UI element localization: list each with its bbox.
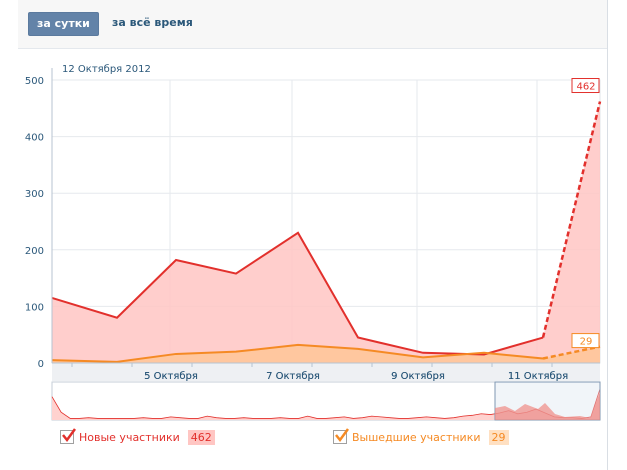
tab-day[interactable]: за сутки [28, 12, 99, 36]
value-label-box-0 [571, 78, 600, 94]
y-tick-label: 0 [38, 359, 44, 370]
legend-new-members-label: Новые участники [79, 430, 180, 444]
area-series-1 [52, 344, 600, 363]
checkbox-left-members[interactable] [333, 428, 350, 444]
tab-all-time[interactable]: за всё время [112, 16, 193, 29]
y-tick-label: 100 [25, 302, 44, 313]
x-tick-label-band: 7 Октября [266, 371, 320, 382]
line-series-1 [51, 343, 544, 363]
checkbox-new-members[interactable] [60, 428, 77, 444]
legend-new-members-value: 462 [187, 429, 215, 445]
x-tick-label-band: 5 Октября [144, 371, 198, 382]
value-label-box-1 [571, 333, 600, 349]
chart-lines [51, 101, 602, 363]
navigator [51, 381, 601, 421]
chart-value-labels: 462 29 [571, 78, 600, 349]
value-label-0: 462 [576, 82, 595, 93]
legend-new-members[interactable]: Новые участники 462 [60, 428, 215, 446]
y-tick-label: 300 [25, 189, 44, 200]
chart-title: 12 Октября 2012 [62, 64, 151, 75]
value-label-1: 29 [580, 337, 593, 348]
x-tick-label: 9 Октября [391, 371, 445, 382]
area-series-0 [52, 101, 600, 364]
legend-left-members-label: Вышедшие участники [352, 430, 481, 444]
chart-areas [52, 101, 600, 364]
x-axis-band [52, 363, 600, 381]
navigator-window-area [495, 392, 600, 420]
line-series-0-projected [541, 101, 602, 338]
legend-left-members-value: 29 [488, 429, 509, 445]
chart-axes: 0 100 200 300 400 500 5 Октября 7 Октября 9 Октя… [25, 68, 600, 382]
panel-border [607, 0, 608, 470]
y-tick-label: 400 [25, 133, 44, 144]
y-tick-label: 500 [25, 76, 44, 87]
x-tick-label-band: 11 Октября [508, 371, 568, 382]
y-tick-label: 200 [25, 246, 44, 257]
x-tick-label-band: 9 Октября [391, 371, 445, 382]
x-tick-label: 11 Октября [508, 371, 568, 382]
x-tick-label: 5 Октября [144, 371, 198, 382]
x-tick-label: 7 Октября [266, 371, 320, 382]
legend-left-members[interactable]: Вышедшие участники 29 [333, 428, 509, 446]
line-series-1-projected [542, 345, 601, 360]
period-tabs-bar: за сутки за всё время [18, 0, 608, 49]
